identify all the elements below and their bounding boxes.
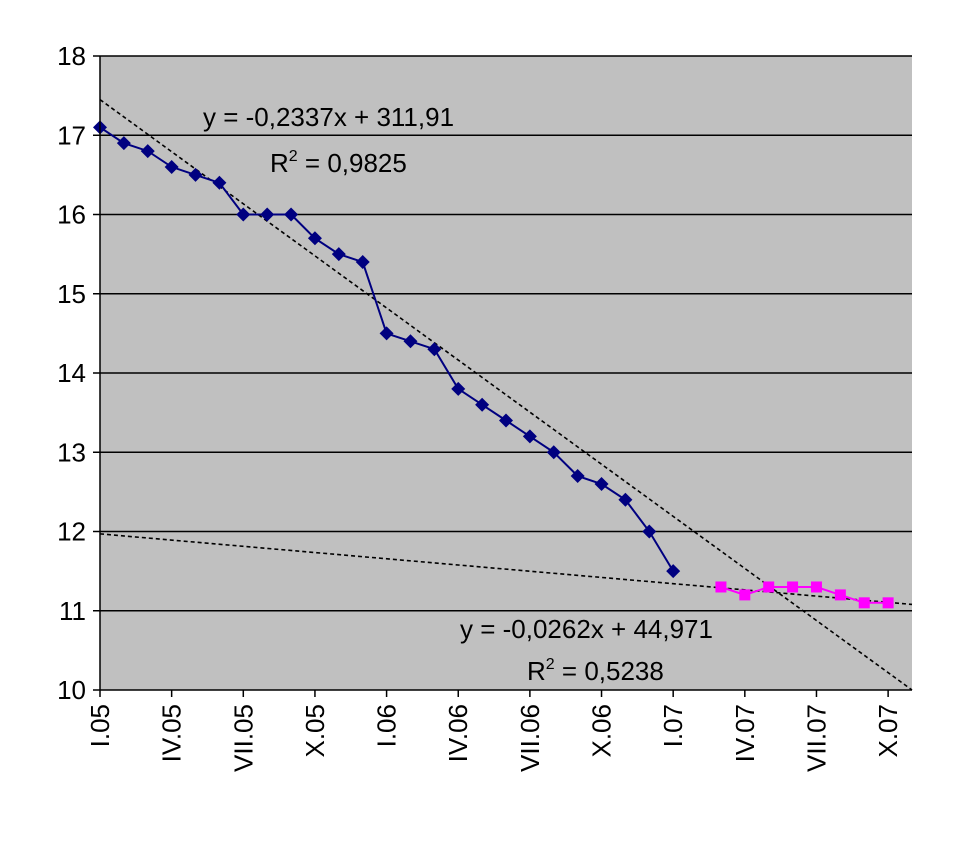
- data-point: [379, 326, 394, 341]
- y-tick-labels: 10 11 12 13 14 15 16 17 18: [57, 41, 100, 705]
- data-point: [307, 231, 322, 246]
- x-tick-label: I.07: [658, 704, 688, 747]
- y-tick-label: 15: [57, 279, 86, 309]
- x-tick-label: I.06: [372, 704, 402, 747]
- y-tick-label: 13: [57, 437, 86, 467]
- y-tick-label: 16: [57, 200, 86, 230]
- data-point: [331, 247, 346, 262]
- x-tick-label: X.07: [873, 704, 903, 758]
- data-point: [212, 175, 227, 190]
- y-tick-label: 18: [57, 41, 86, 71]
- x-tick-label: X.06: [587, 704, 617, 758]
- data-point: [475, 397, 490, 412]
- trendlines: [99, 98, 913, 691]
- y-tick-label: 14: [57, 358, 86, 388]
- data-point: [284, 207, 299, 222]
- data-point: [403, 334, 418, 349]
- y-tick-label: 11: [59, 596, 86, 626]
- data-point: [642, 524, 657, 539]
- trendline: [99, 533, 913, 606]
- data-point: [260, 207, 275, 222]
- data-point: [355, 255, 370, 270]
- trendline: [99, 98, 913, 691]
- trend-equation-2: y = -0,0262x + 44,971: [460, 614, 713, 644]
- data-point: [594, 476, 609, 491]
- data-point: [763, 581, 775, 593]
- x-tick-label: VII.06: [515, 704, 545, 772]
- data-point: [858, 597, 870, 609]
- data-point: [570, 469, 585, 484]
- data-point: [164, 159, 179, 174]
- data-point: [666, 564, 681, 579]
- data-point: [810, 581, 822, 593]
- x-tick-label: VII.05: [228, 704, 258, 772]
- x-tick-label: IV.06: [443, 704, 473, 762]
- data-point: [618, 492, 633, 507]
- data-point: [522, 429, 537, 444]
- x-tick-label: VII.07: [801, 704, 831, 772]
- x-tick-label: IV.05: [157, 704, 187, 762]
- x-tick-label: IV.07: [730, 704, 760, 762]
- grid-lines: [100, 55, 912, 612]
- y-tick-label: 10: [57, 675, 86, 705]
- x-tick-labels: I.05 IV.05 VII.05 X.05 I.06 IV.06 VII.06 X.06 I.…: [85, 690, 903, 772]
- data-point: [834, 589, 846, 601]
- data-series: [93, 120, 894, 609]
- data-point: [116, 136, 131, 151]
- data-point: [739, 589, 751, 601]
- trend-r2-1: R2 = 0,9825: [270, 148, 407, 178]
- x-tick-label: I.05: [85, 704, 115, 747]
- y-tick-label: 12: [57, 517, 86, 547]
- data-point: [451, 381, 466, 396]
- data-point: [140, 144, 155, 159]
- data-point: [427, 342, 442, 357]
- data-point: [546, 445, 561, 460]
- data-point: [499, 413, 513, 428]
- y-tick-label: 17: [57, 120, 86, 150]
- trend-equation-1: y = -0,2337x + 311,91: [203, 102, 454, 132]
- data-point: [236, 207, 251, 222]
- x-tick-label: X.05: [300, 704, 330, 758]
- data-point: [882, 597, 894, 609]
- data-point: [188, 167, 203, 182]
- data-point: [715, 581, 727, 593]
- data-point: [787, 581, 799, 593]
- trend-r2-2: R2 = 0,5238: [527, 656, 664, 686]
